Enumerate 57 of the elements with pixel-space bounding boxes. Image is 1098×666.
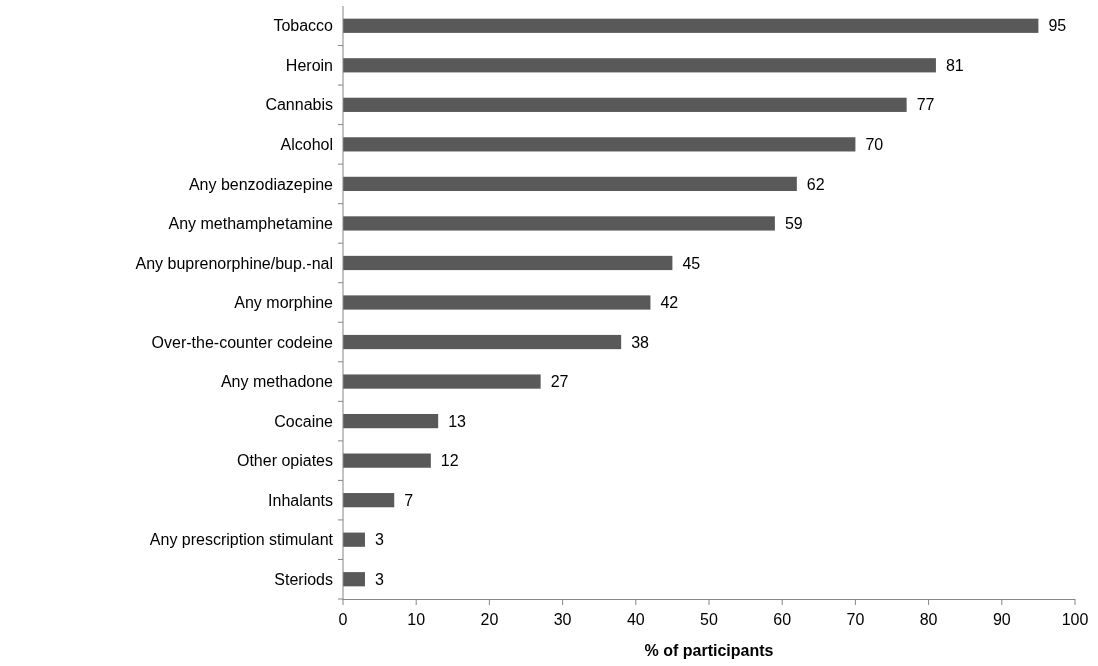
x-tick-label: 90 — [992, 611, 1011, 628]
bar — [343, 493, 395, 508]
x-tick-label: 20 — [480, 611, 499, 628]
data-label: 7 — [404, 491, 414, 509]
y-tick-label: Any morphine — [234, 294, 334, 312]
x-tick-label: 100 — [1061, 611, 1089, 628]
data-label: 77 — [916, 96, 935, 114]
bar — [343, 532, 365, 547]
y-tick-label: Cocaine — [274, 412, 334, 430]
y-tick-label: Cannabis — [265, 96, 333, 114]
data-label: 12 — [440, 452, 459, 470]
x-tick-label: 50 — [700, 611, 718, 628]
data-label: 27 — [550, 373, 569, 391]
x-tick-label: 80 — [919, 611, 938, 628]
bar — [343, 334, 622, 350]
x-tick-label: 30 — [553, 611, 572, 628]
y-tick-label: Tobacco — [273, 17, 334, 35]
bar — [343, 295, 651, 310]
data-label: 38 — [631, 333, 650, 351]
bar — [343, 374, 541, 389]
data-label: 81 — [945, 56, 964, 74]
bar — [343, 97, 907, 112]
data-label: 13 — [448, 412, 467, 430]
x-tick-label: 0 — [338, 611, 348, 628]
data-label: 70 — [865, 135, 884, 153]
bar — [343, 216, 775, 231]
y-tick-label: Alcohol — [280, 135, 333, 153]
bar — [343, 413, 439, 429]
y-tick-label: Any methadone — [220, 373, 334, 391]
data-label: 59 — [784, 215, 803, 233]
y-tick-label: Inhalants — [268, 491, 333, 509]
bar — [343, 176, 797, 192]
data-label: 95 — [1048, 17, 1067, 35]
y-tick-label: Any buprenorphine/bup.-nal — [135, 254, 333, 272]
y-tick-label: Steriods — [274, 570, 333, 588]
data-label: 62 — [806, 175, 825, 193]
data-label: 45 — [682, 254, 701, 272]
x-tick-label: 10 — [407, 611, 426, 628]
bar — [343, 58, 936, 73]
x-tick-label: 60 — [773, 611, 792, 628]
bar — [343, 137, 856, 152]
y-tick-label: Heroin — [285, 56, 333, 74]
y-tick-label: Over-the-counter codeine — [151, 333, 334, 351]
y-tick-label: Any prescription stimulant — [149, 531, 334, 549]
bar — [343, 18, 1039, 33]
x-tick-label: 70 — [846, 611, 865, 628]
y-tick-label: Any methamphetamine — [168, 215, 334, 233]
x-axis-title: % of participants — [644, 642, 774, 659]
y-tick-label: Any benzodiazepine — [188, 175, 334, 193]
data-label: 3 — [374, 570, 384, 588]
bar — [343, 453, 431, 468]
bar — [343, 572, 365, 587]
y-tick-label: Other opiates — [236, 452, 333, 470]
data-label: 3 — [374, 531, 384, 549]
bar — [343, 255, 673, 271]
x-tick-label: 40 — [626, 611, 645, 628]
data-label: 42 — [660, 294, 679, 312]
